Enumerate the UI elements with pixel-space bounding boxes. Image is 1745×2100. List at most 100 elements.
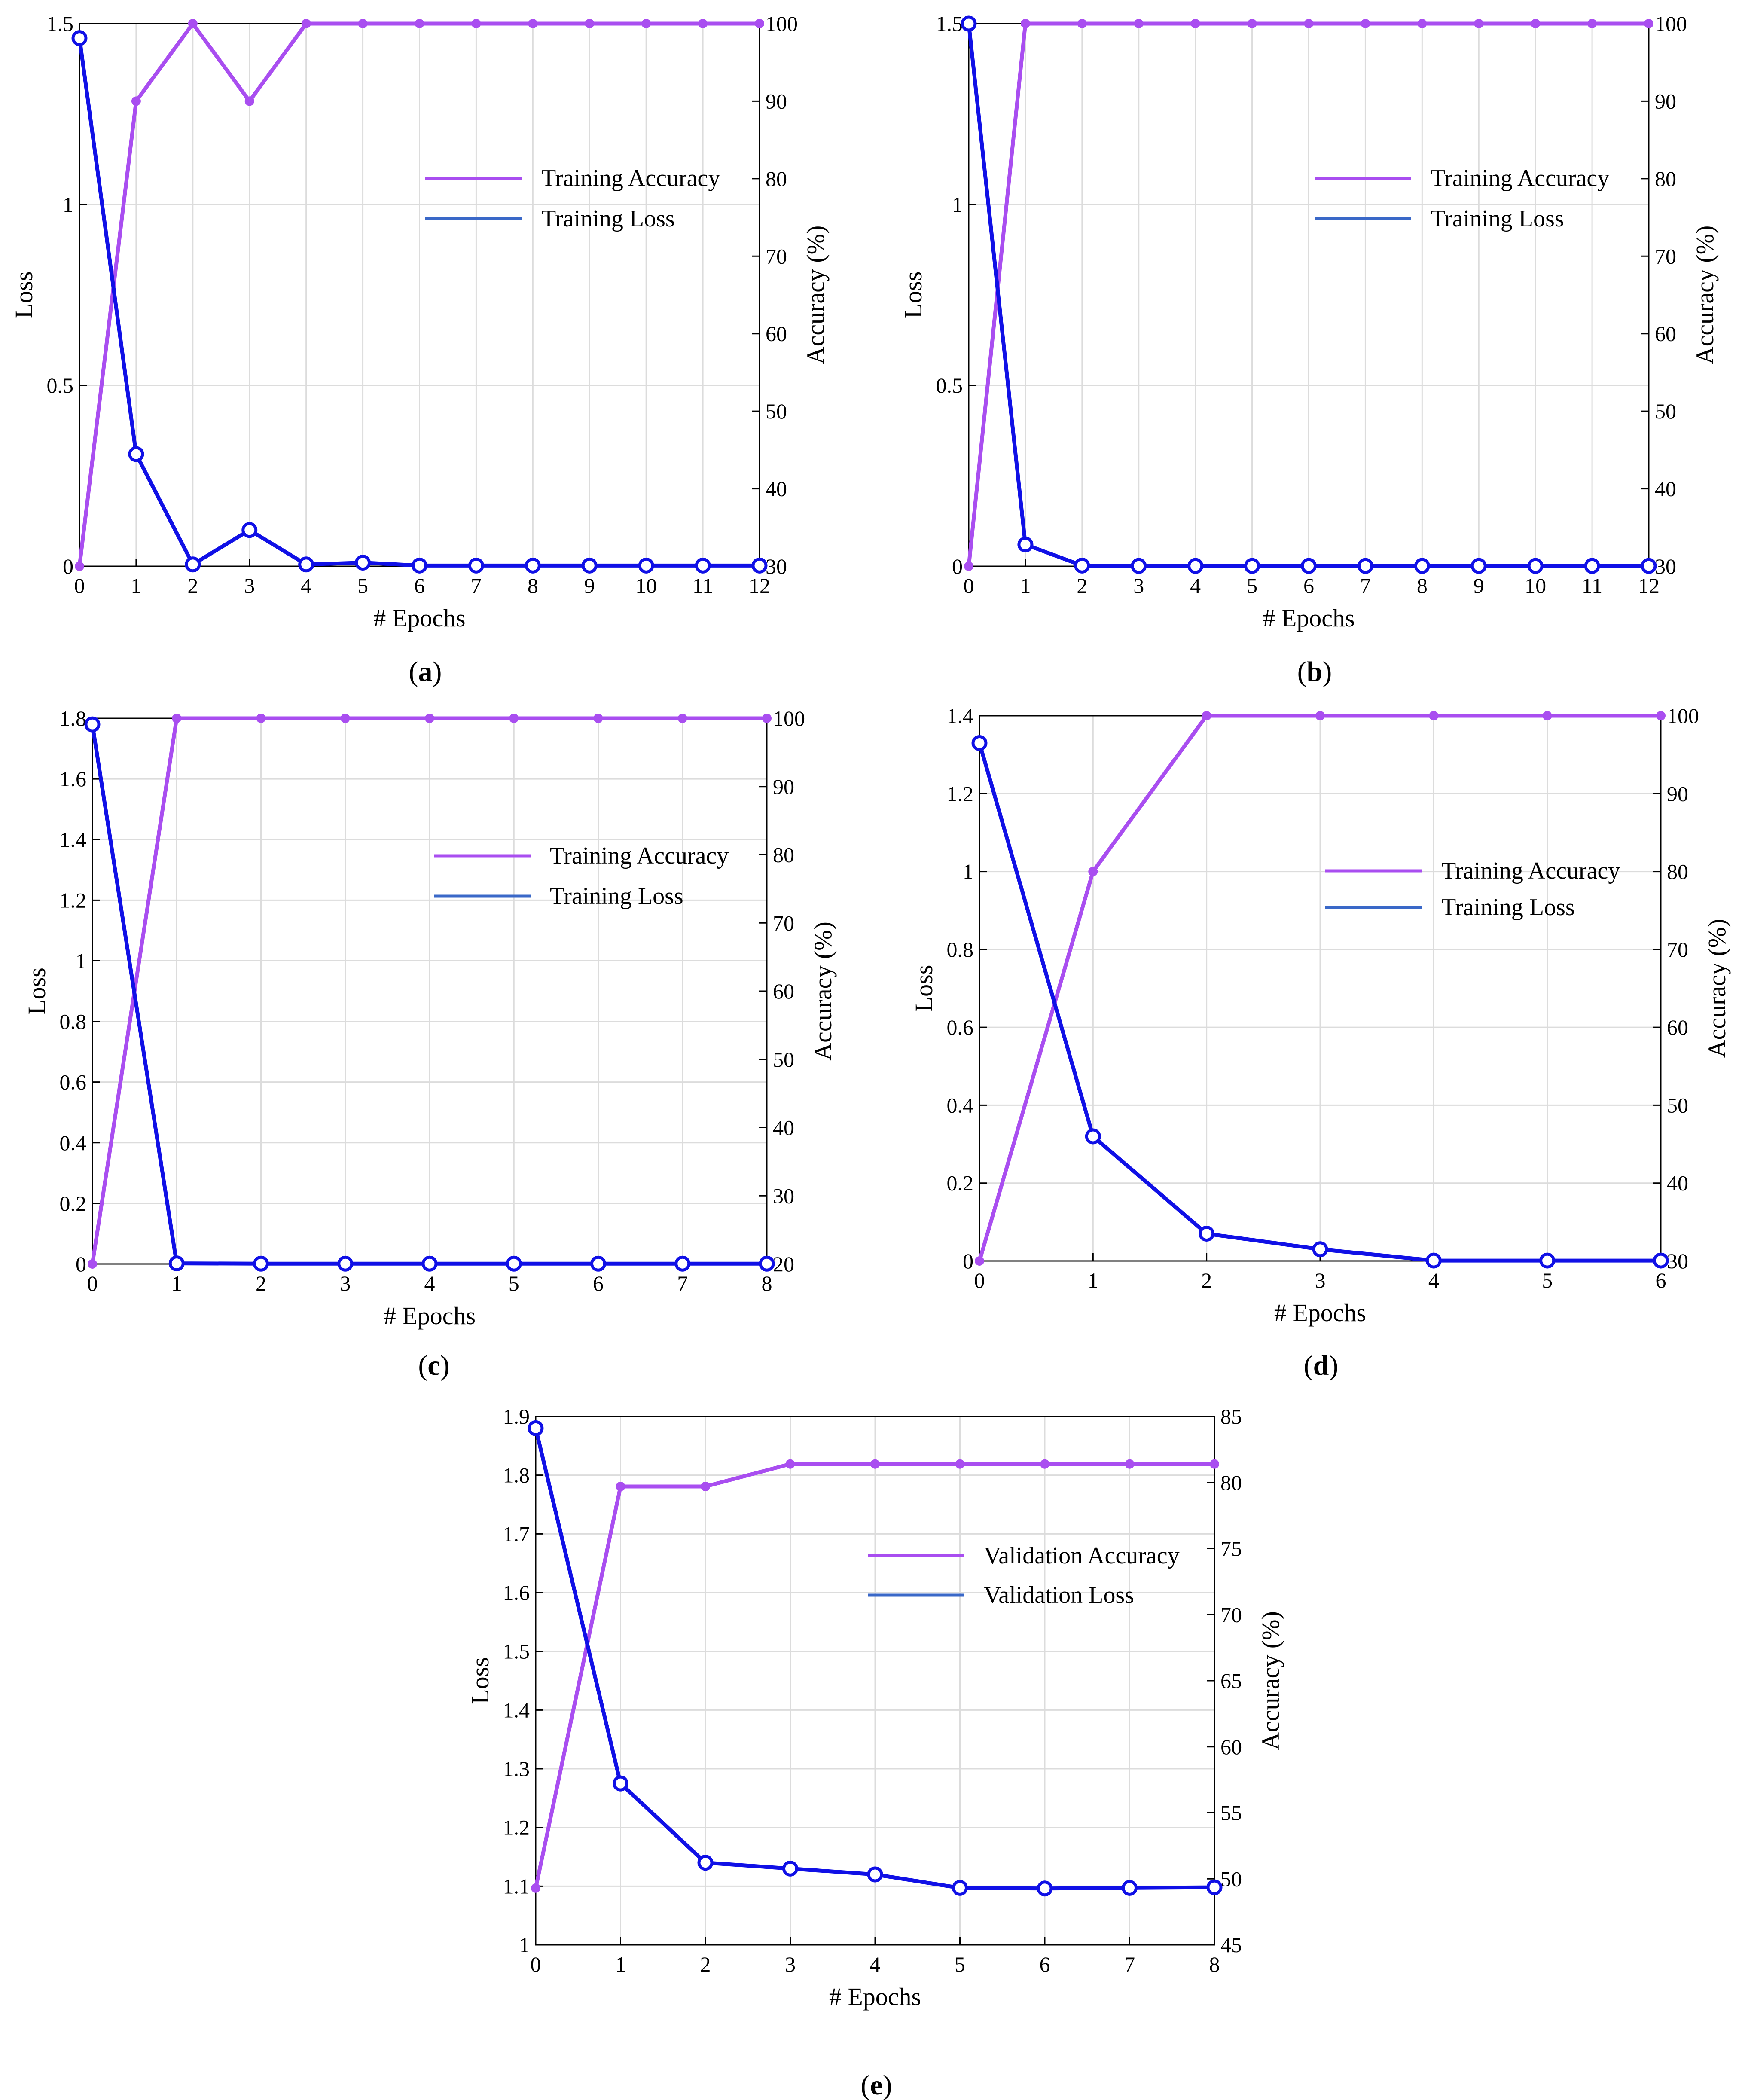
loss-point xyxy=(1301,558,1317,574)
y-left-tick-label: 1.4 xyxy=(947,704,974,728)
loss-point xyxy=(1641,558,1657,574)
x-tick-label: 2 xyxy=(256,1271,266,1295)
accuracy-point xyxy=(531,1883,540,1893)
x-tick-label: 4 xyxy=(424,1271,435,1295)
y-left-tick-label: 1.8 xyxy=(503,1463,530,1487)
accuracy-point xyxy=(1077,19,1087,28)
accuracy-point xyxy=(1125,1459,1135,1469)
x-axis-label: # Epochs xyxy=(384,1302,476,1330)
x-tick-label: 9 xyxy=(584,574,595,598)
x-tick-label: 10 xyxy=(635,574,657,598)
accuracy-point xyxy=(1247,19,1257,28)
panel-caption: (d) xyxy=(1304,1350,1339,1381)
y-right-axis-label: Accuracy (%) xyxy=(1691,226,1719,365)
y-left-tick-label: 1.1 xyxy=(503,1874,530,1898)
y-right-tick-label: 30 xyxy=(1667,1249,1688,1273)
panel-caption: (e) xyxy=(860,2069,892,2100)
loss-point xyxy=(1539,1252,1556,1269)
x-tick-label: 11 xyxy=(693,574,713,598)
y-right-tick-label: 40 xyxy=(773,1116,794,1140)
accuracy-point xyxy=(755,19,764,28)
accuracy-point xyxy=(701,1481,710,1491)
loss-point xyxy=(1653,1252,1669,1269)
x-tick-label: 2 xyxy=(700,1952,711,1976)
y-left-tick-label: 0 xyxy=(76,1252,86,1276)
y-right-tick-label: 80 xyxy=(1667,860,1688,884)
y-left-tick-label: 1.6 xyxy=(503,1581,530,1605)
x-tick-label: 9 xyxy=(1473,574,1484,598)
x-tick-label: 5 xyxy=(1247,574,1257,598)
accuracy-point xyxy=(1134,19,1144,28)
accuracy-point xyxy=(1587,19,1597,28)
y-right-axis-label: Accuracy (%) xyxy=(802,226,830,365)
x-tick-label: 6 xyxy=(1040,1952,1050,1976)
y-right-tick-label: 50 xyxy=(1655,399,1676,423)
loss-point xyxy=(1122,1880,1138,1896)
y-right-tick-label: 20 xyxy=(773,1252,794,1276)
legend-label-accuracy: Training Accuracy xyxy=(1431,165,1609,192)
y-left-tick-label: 1.5 xyxy=(503,1639,530,1664)
y-left-tick-label: 1.7 xyxy=(503,1522,530,1546)
loss-point xyxy=(337,1255,354,1272)
accuracy-point xyxy=(870,1459,880,1469)
y-right-tick-label: 60 xyxy=(773,979,794,1003)
y-right-tick-label: 55 xyxy=(1220,1801,1242,1825)
loss-point xyxy=(1131,558,1147,574)
accuracy-point xyxy=(1202,711,1211,720)
y-right-tick-label: 30 xyxy=(1655,554,1676,578)
loss-point xyxy=(1470,558,1487,574)
x-tick-label: 4 xyxy=(1190,574,1201,598)
y-right-tick-label: 30 xyxy=(766,554,787,578)
x-tick-label: 5 xyxy=(509,1271,519,1295)
x-tick-label: 7 xyxy=(1360,574,1371,598)
loss-point xyxy=(1037,1880,1053,1897)
x-tick-label: 1 xyxy=(131,574,141,598)
caption-close-paren: ) xyxy=(883,2069,892,2100)
loss-point xyxy=(759,1255,775,1272)
loss-point xyxy=(168,1255,185,1272)
loss-point xyxy=(1244,558,1260,574)
loss-point xyxy=(1312,1241,1328,1258)
accuracy-point xyxy=(585,19,595,28)
loss-point xyxy=(638,557,654,574)
caption-close-paren: ) xyxy=(433,656,442,687)
loss-point xyxy=(71,30,88,46)
caption-open-paren: ( xyxy=(418,1350,427,1381)
accuracy-point xyxy=(1361,19,1370,28)
accuracy-point xyxy=(698,19,708,28)
y-left-axis-label: Loss xyxy=(466,1657,494,1704)
accuracy-point xyxy=(762,714,772,723)
loss-point xyxy=(468,557,484,574)
y-left-tick-label: 1.3 xyxy=(503,1757,530,1781)
x-tick-label: 5 xyxy=(357,574,368,598)
x-tick-label: 2 xyxy=(1077,574,1087,598)
loss-point xyxy=(84,716,101,733)
y-left-tick-label: 1.2 xyxy=(947,781,974,806)
y-left-tick-label: 1.6 xyxy=(60,767,87,791)
x-tick-label: 6 xyxy=(1656,1268,1666,1292)
loss-point xyxy=(128,446,144,462)
y-right-tick-label: 90 xyxy=(766,89,787,113)
accuracy-point xyxy=(509,714,519,723)
x-tick-label: 12 xyxy=(749,574,770,598)
loss-point xyxy=(581,557,598,574)
y-left-tick-label: 0 xyxy=(63,554,73,578)
x-axis-label: # Epochs xyxy=(829,1983,921,2011)
accuracy-point xyxy=(425,714,434,723)
panel-d: 0 1 2 3 4 5 600.20.40.60.811.21.43040506070809… xyxy=(910,704,1731,1381)
legend-label-accuracy: Validation Accuracy xyxy=(984,1542,1180,1569)
accuracy-point xyxy=(358,19,368,28)
y-right-tick-label: 100 xyxy=(773,706,805,730)
loss-point xyxy=(1357,558,1373,574)
loss-point xyxy=(695,557,711,574)
y-right-tick-label: 70 xyxy=(1220,1602,1242,1627)
loss-point xyxy=(971,735,988,751)
y-left-tick-label: 1.5 xyxy=(47,12,74,36)
x-tick-label: 4 xyxy=(1428,1268,1439,1292)
y-right-tick-label: 70 xyxy=(1655,244,1676,268)
accuracy-point xyxy=(256,714,266,723)
loss-point xyxy=(528,1420,544,1436)
x-tick-label: 1 xyxy=(171,1271,182,1295)
y-left-tick-label: 0.4 xyxy=(947,1093,974,1117)
legend-label-loss: Training Loss xyxy=(541,205,675,232)
